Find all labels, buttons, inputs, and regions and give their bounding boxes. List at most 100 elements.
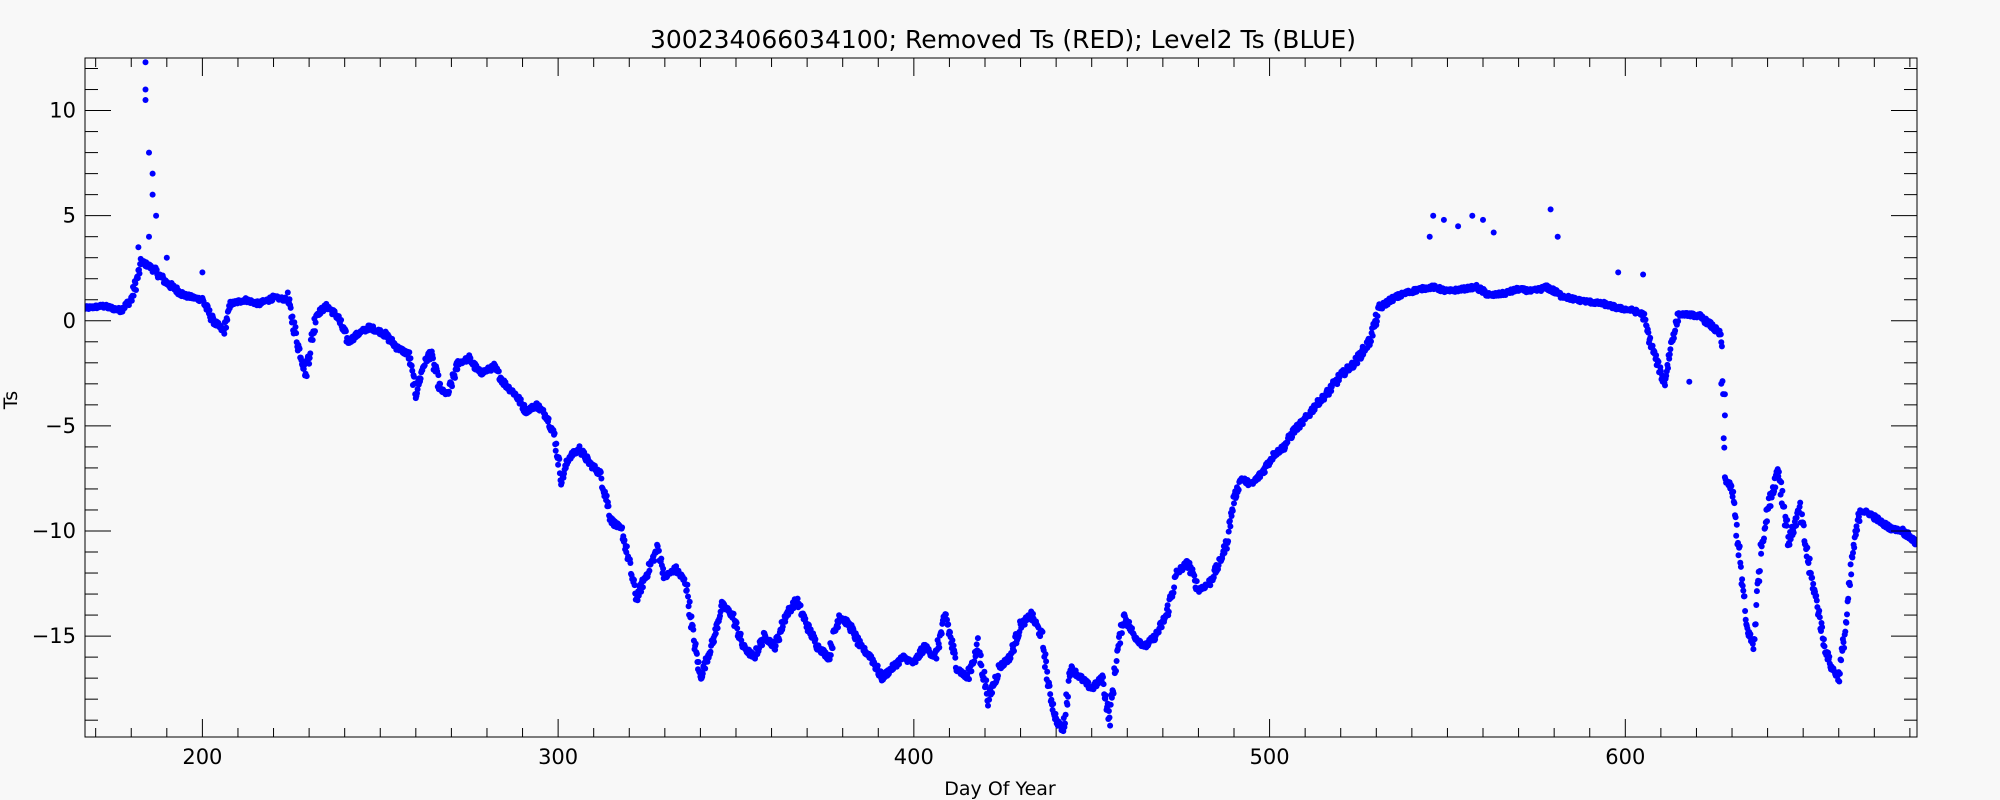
data-point (1207, 582, 1214, 589)
data-point (1840, 639, 1847, 646)
data-point (1756, 568, 1763, 574)
data-point (1735, 552, 1742, 559)
data-point (944, 616, 950, 623)
data-point (938, 630, 945, 637)
data-point (1107, 722, 1114, 729)
data-point (985, 702, 991, 709)
data-point (1191, 572, 1198, 579)
data-point (995, 672, 1001, 679)
data-point (874, 662, 881, 669)
data-point (738, 637, 745, 644)
data-point (1836, 670, 1843, 677)
data-point (1816, 607, 1823, 614)
data-point (1170, 589, 1177, 596)
data-point (1742, 608, 1749, 614)
data-point (1042, 651, 1049, 658)
data-point (437, 380, 444, 387)
data-point (1720, 435, 1727, 442)
data-point (293, 330, 300, 337)
data-point (1813, 597, 1820, 604)
data-point (1675, 318, 1682, 325)
data-point (1615, 269, 1622, 276)
data-point (1373, 318, 1380, 325)
data-point (1851, 544, 1858, 551)
data-point (417, 375, 424, 382)
data-point (1649, 342, 1656, 349)
data-point (1721, 391, 1728, 398)
data-point (776, 637, 783, 644)
data-point (1717, 331, 1724, 338)
data-point (1235, 486, 1242, 493)
data-point (1655, 358, 1662, 365)
data-point (638, 588, 645, 595)
data-point (142, 97, 149, 103)
data-point (1721, 412, 1728, 419)
y-tick-label: −5 (45, 414, 76, 438)
data-point (734, 625, 741, 632)
data-point (933, 655, 940, 662)
data-point (142, 86, 149, 93)
data-point (986, 696, 993, 703)
data-point (1043, 658, 1050, 665)
data-point (690, 626, 697, 633)
data-point (1753, 602, 1760, 608)
data-point (558, 479, 565, 486)
x-tick-labels: 200 300 400 500 600 (182, 745, 1645, 769)
data-point (133, 287, 139, 293)
data-point (1225, 528, 1232, 535)
data-point (1850, 549, 1856, 556)
data-point (1772, 484, 1779, 491)
data-point (634, 597, 641, 604)
data-point (142, 59, 149, 66)
data-point (1064, 701, 1071, 708)
data-point (1730, 488, 1737, 495)
data-point (284, 289, 291, 296)
data-point (1843, 619, 1850, 626)
data-point (1666, 351, 1673, 358)
data-point (307, 350, 314, 357)
data-point (971, 658, 978, 665)
data-point (303, 373, 310, 380)
data-point (146, 149, 152, 156)
y-tick-label: −15 (32, 624, 76, 648)
data-point (693, 650, 700, 657)
data-point (223, 324, 230, 331)
data-point (683, 587, 690, 594)
data-point (291, 319, 298, 326)
data-point (631, 576, 637, 583)
data-point (1158, 624, 1165, 631)
data-point (779, 623, 786, 630)
data-point (1841, 644, 1848, 651)
data-point (737, 630, 744, 637)
data-point (989, 689, 996, 696)
data-point (1647, 334, 1654, 341)
data-point (1672, 327, 1679, 334)
data-point (1784, 517, 1791, 523)
data-point (1640, 271, 1647, 278)
data-point (978, 662, 985, 669)
data-point (1845, 595, 1852, 602)
data-point (1665, 365, 1671, 372)
data-point (1369, 332, 1376, 339)
data-point (1914, 540, 1917, 547)
data-point (1747, 631, 1754, 638)
data-point (1050, 700, 1057, 707)
data-point (1793, 522, 1800, 529)
data-point (912, 659, 919, 666)
data-point (1011, 648, 1017, 654)
data-point (1752, 621, 1759, 628)
data-point (134, 275, 141, 282)
data-point (292, 324, 299, 330)
data-point (1750, 646, 1757, 653)
data-point (1809, 574, 1816, 581)
data-point (1739, 576, 1746, 583)
data-point (411, 373, 417, 380)
x-tick-label: 600 (1605, 745, 1645, 769)
data-point (1102, 692, 1109, 699)
data-point (1739, 582, 1746, 589)
data-point (1062, 720, 1068, 727)
data-point (598, 475, 605, 482)
data-point (296, 345, 303, 352)
data-point (1847, 582, 1853, 589)
